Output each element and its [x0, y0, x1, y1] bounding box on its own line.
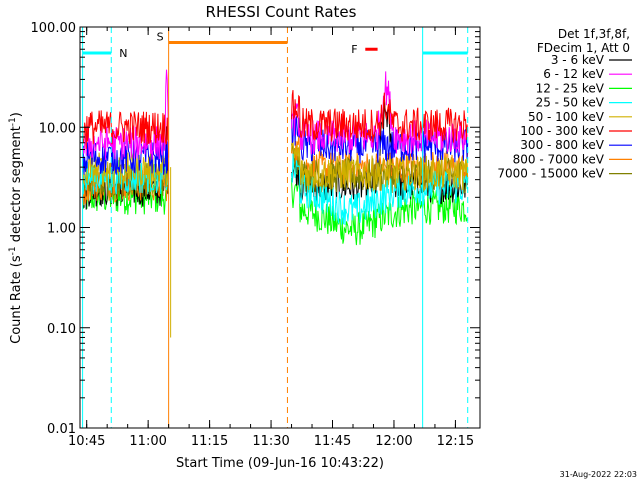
x-axis-label: Start Time (09-Jun-16 10:43:22)	[176, 456, 384, 471]
x-tick-label: 12:15	[437, 434, 474, 449]
legend-label: 50 - 100 keV	[528, 110, 605, 124]
x-axis: 10:45 11:00 11:15 11:30 11:45 12:00 12:15	[68, 27, 474, 449]
trace-300-800kev-seg1	[82, 140, 169, 175]
night-label: N	[119, 47, 127, 60]
legend-label: 12 - 25 keV	[536, 81, 605, 95]
legend-label: 300 - 800 keV	[520, 138, 604, 152]
legend-label: 800 - 7000 keV	[513, 152, 605, 166]
x-tick-label: 11:00	[129, 434, 166, 449]
y-label-sup1: -1	[8, 246, 18, 255]
trace-100-300kev-seg1	[82, 110, 170, 149]
flare-label: F	[351, 43, 357, 56]
x-tick-label: 10:45	[68, 434, 105, 449]
legend-label: 7000 - 15000 keV	[497, 167, 604, 181]
plot-frame	[79, 26, 481, 429]
y-axis: 0.01 0.10 1.00 10.00 100.00	[31, 21, 480, 437]
x-tick-label: 11:45	[314, 434, 351, 449]
trace-group	[82, 69, 469, 246]
legend-label: 25 - 50 keV	[536, 96, 605, 110]
y-tick-label: 0.10	[47, 322, 76, 337]
trace-50-100kev-seg2	[291, 141, 469, 192]
y-tick-label: 100.00	[31, 21, 77, 36]
chart-title: RHESSI Count Rates	[206, 3, 357, 21]
trace-100-300kev-seg2	[291, 90, 469, 143]
x-tick-label: 11:30	[252, 434, 289, 449]
footer-timestamp: 31-Aug-2022 22:03	[560, 470, 637, 479]
legend-header: FDecim 1, Att 0	[537, 41, 630, 55]
x-tick-label: 11:15	[191, 434, 228, 449]
trace-300-800kev-seg2	[291, 109, 469, 164]
legend-label: 6 - 12 keV	[543, 67, 605, 81]
y-tick-label: 0.01	[47, 422, 76, 437]
legend-header: Det 1f,3f,8f,	[558, 27, 630, 41]
y-label-mid: detector segment	[9, 126, 24, 246]
event-markers: N S F	[82, 27, 469, 428]
x-tick-label: 12:00	[375, 434, 412, 449]
saa-label: S	[157, 31, 164, 44]
y-tick-label: 10.00	[39, 121, 76, 136]
y-label-main: Count Rate (s	[9, 255, 24, 344]
legend-label: 100 - 300 keV	[520, 124, 604, 138]
y-tick-label: 1.00	[47, 222, 76, 237]
legend-label: 3 - 6 keV	[551, 53, 605, 67]
y-label-sup2: -1	[8, 117, 18, 126]
y-axis-label: Count Rate (s-1 detector segment-1)	[8, 112, 24, 344]
y-label-end: )	[9, 112, 24, 117]
